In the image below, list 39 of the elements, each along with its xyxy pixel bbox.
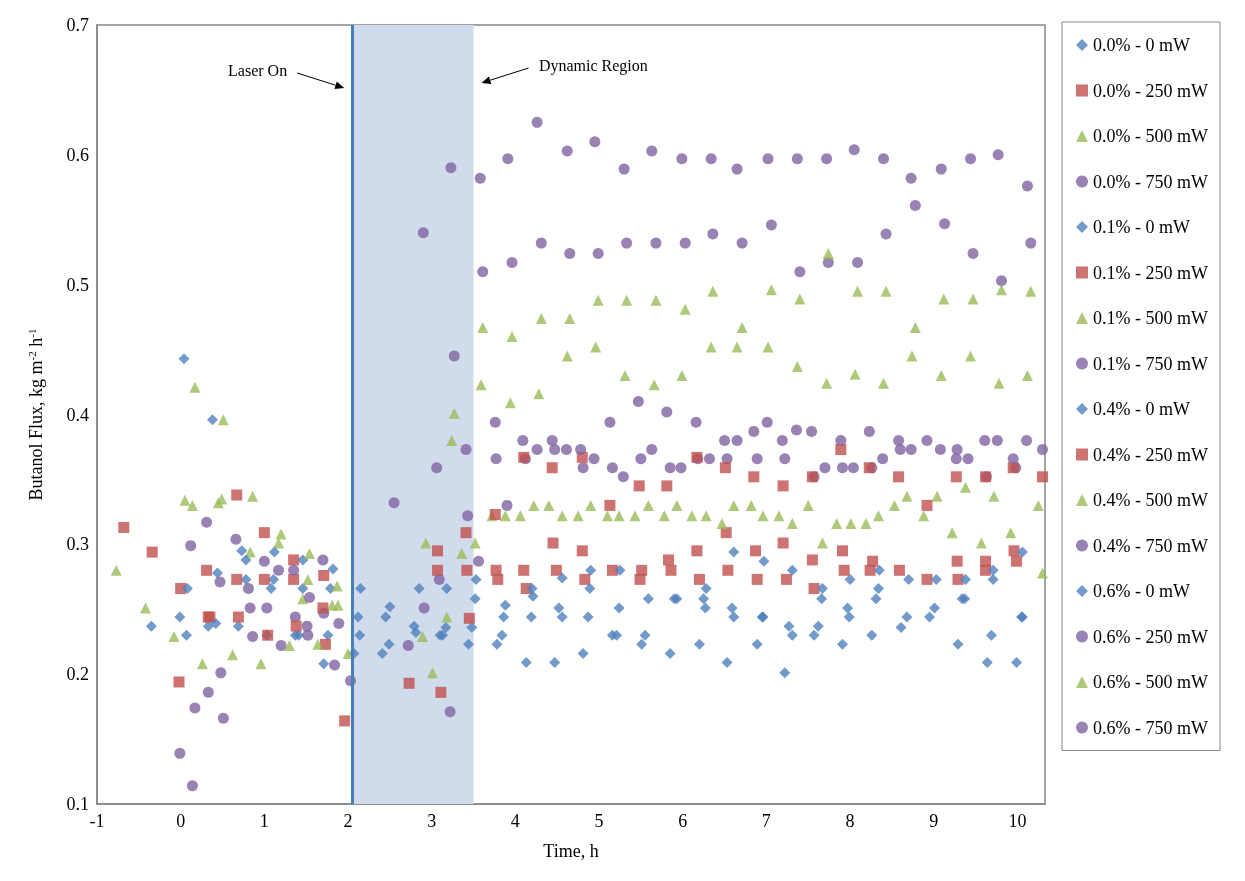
legend-label: 0.0% - 250 mW: [1093, 80, 1208, 101]
x-tick-label: 6: [678, 811, 688, 831]
legend-label: 0.1% - 750 mW: [1093, 353, 1208, 374]
legend-label: 0.6% - 250 mW: [1093, 626, 1208, 647]
x-tick-label: 7: [761, 811, 771, 831]
x-tick-label: 0: [176, 811, 186, 831]
legend-label: 0.0% - 500 mW: [1093, 126, 1208, 146]
x-tick-label: 2: [343, 811, 353, 831]
y-tick-label: 0.2: [66, 664, 89, 685]
x-tick-label: 4: [510, 811, 520, 831]
y-tick-label: 0.4: [66, 404, 89, 425]
y-axis-title: Butanol Flux, kg m-2 h-1: [25, 328, 46, 501]
x-tick-label: 9: [929, 811, 939, 831]
x-tick-label: 8: [845, 811, 855, 831]
legend-label: 0.6% - 750 mW: [1093, 717, 1208, 738]
legend-label: 0.4% - 250 mW: [1093, 444, 1208, 465]
y-tick-label: 0.1: [66, 794, 89, 814]
legend-label: 0.6% - 500 mW: [1093, 672, 1208, 692]
legend-label: 0.1% - 250 mW: [1093, 262, 1208, 283]
x-tick-label: -1: [89, 811, 105, 831]
y-tick-label: 0.3: [66, 534, 89, 555]
x-tick-label: 10: [1008, 811, 1027, 831]
y-tick-label: 0.5: [66, 274, 89, 295]
y-tick-label: 0.7: [66, 15, 89, 35]
legend-label: 0.0% - 0 mW: [1093, 35, 1190, 55]
legend-label: 0.4% - 750 mW: [1093, 535, 1208, 556]
legend-label: 0.4% - 500 mW: [1093, 490, 1208, 510]
legend-label: 0.6% - 0 mW: [1093, 581, 1190, 601]
annotation: Laser On: [228, 61, 288, 79]
y-tick-label: 0.6: [66, 144, 89, 165]
x-tick-label: 3: [427, 811, 437, 831]
legend-label: 0.4% - 0 mW: [1093, 399, 1190, 419]
legend-label: 0.1% - 500 mW: [1093, 308, 1208, 328]
x-tick-label: 5: [594, 811, 604, 831]
x-tick-label: 1: [259, 811, 269, 831]
x-axis-title: Time, h: [543, 841, 599, 861]
annotation: Dynamic Region: [538, 56, 648, 75]
legend-label: 0.0% - 750 mW: [1093, 171, 1208, 192]
legend-label: 0.1% - 0 mW: [1093, 217, 1190, 237]
